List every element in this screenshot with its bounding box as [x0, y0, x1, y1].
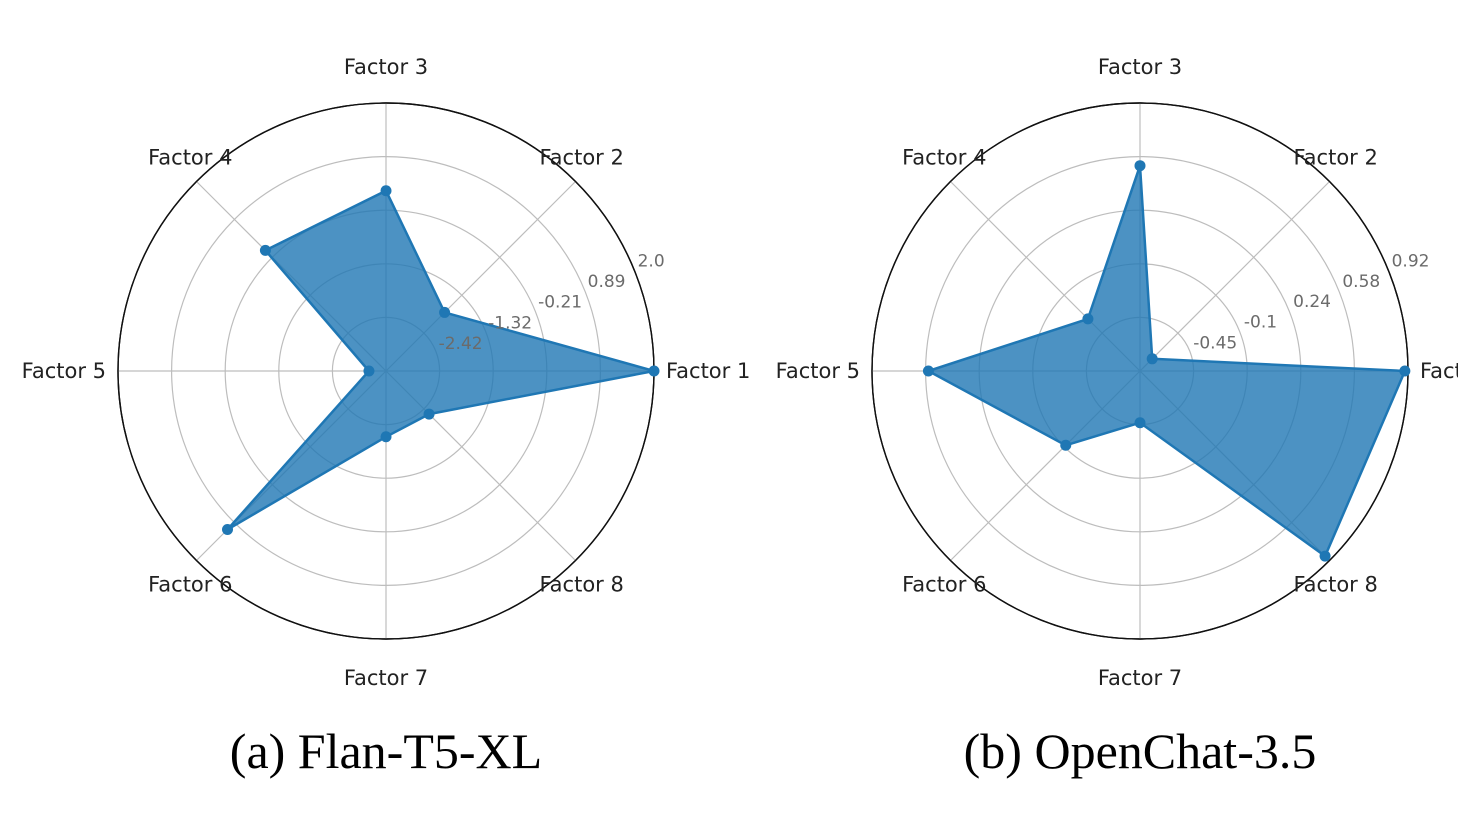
axis-label: Factor 3: [344, 55, 428, 79]
data-point-3: [380, 185, 392, 197]
axis-label: Factor 6: [148, 573, 232, 597]
data-point-4: [259, 244, 271, 256]
axis-label: Factor 5: [22, 359, 106, 383]
radar-chart-openchat-3-5: -0.45 -0.1 0.24 0.58 0.92 Factor Factor 2 Facto…: [776, 55, 1458, 779]
chart-caption: (b) OpenChat-3.5: [964, 723, 1317, 779]
axis-label: Factor 7: [1098, 666, 1182, 690]
data-point-1: [1399, 365, 1411, 377]
axis-label: Factor 1: [666, 359, 750, 383]
data-point-7: [380, 431, 392, 443]
radial-tick-label: -0.21: [538, 293, 582, 313]
axis-label: Factor 7: [344, 666, 428, 690]
data-point-7: [1134, 417, 1146, 429]
axis-label: Factor 8: [1294, 573, 1378, 597]
data-point-8: [423, 408, 435, 420]
axis-label: Factor 4: [902, 145, 986, 169]
data-point-5: [363, 365, 375, 377]
radial-tick-label: -1.32: [488, 313, 532, 333]
radial-tick-label: -2.42: [439, 334, 483, 354]
data-point-2: [1146, 353, 1158, 365]
data-point-4: [1082, 313, 1094, 325]
series-area: [226, 189, 656, 531]
axis-label: Factor: [1420, 359, 1458, 383]
data-point-6: [1060, 439, 1072, 451]
axis-label: Factor 2: [1294, 145, 1378, 169]
radial-tick-label: 0.92: [1392, 251, 1430, 271]
radial-tick-label: 2.0: [638, 251, 665, 271]
radial-tick-label: 0.24: [1293, 292, 1331, 312]
data-point-8: [1319, 550, 1331, 562]
axis-label: Factor 5: [776, 359, 860, 383]
radial-tick-label: 0.58: [1342, 272, 1380, 292]
data-point-1: [648, 365, 660, 377]
spoke-line: [1139, 181, 1330, 372]
data-point-3: [1134, 160, 1146, 172]
radial-tick-label: -0.45: [1193, 334, 1237, 354]
chart-caption: (a) Flan-T5-XL: [230, 723, 542, 779]
radial-tick-label: 0.89: [588, 272, 626, 292]
axis-label: Factor 4: [148, 145, 232, 169]
radar-chart-flan-t5-xl: -2.42-1.32 -0.21 0.89 2.0 Factor 1 Factor 2 Fa…: [22, 55, 751, 779]
series-area: [927, 164, 1407, 558]
data-point-2: [439, 306, 451, 318]
radial-tick-label: -0.1: [1244, 313, 1277, 333]
axis-label: Factor 3: [1098, 55, 1182, 79]
axis-label: Factor 2: [540, 145, 624, 169]
data-point-5: [922, 365, 934, 377]
axis-label: Factor 6: [902, 573, 986, 597]
axis-label: Factor 8: [540, 573, 624, 597]
data-point-6: [222, 523, 234, 535]
